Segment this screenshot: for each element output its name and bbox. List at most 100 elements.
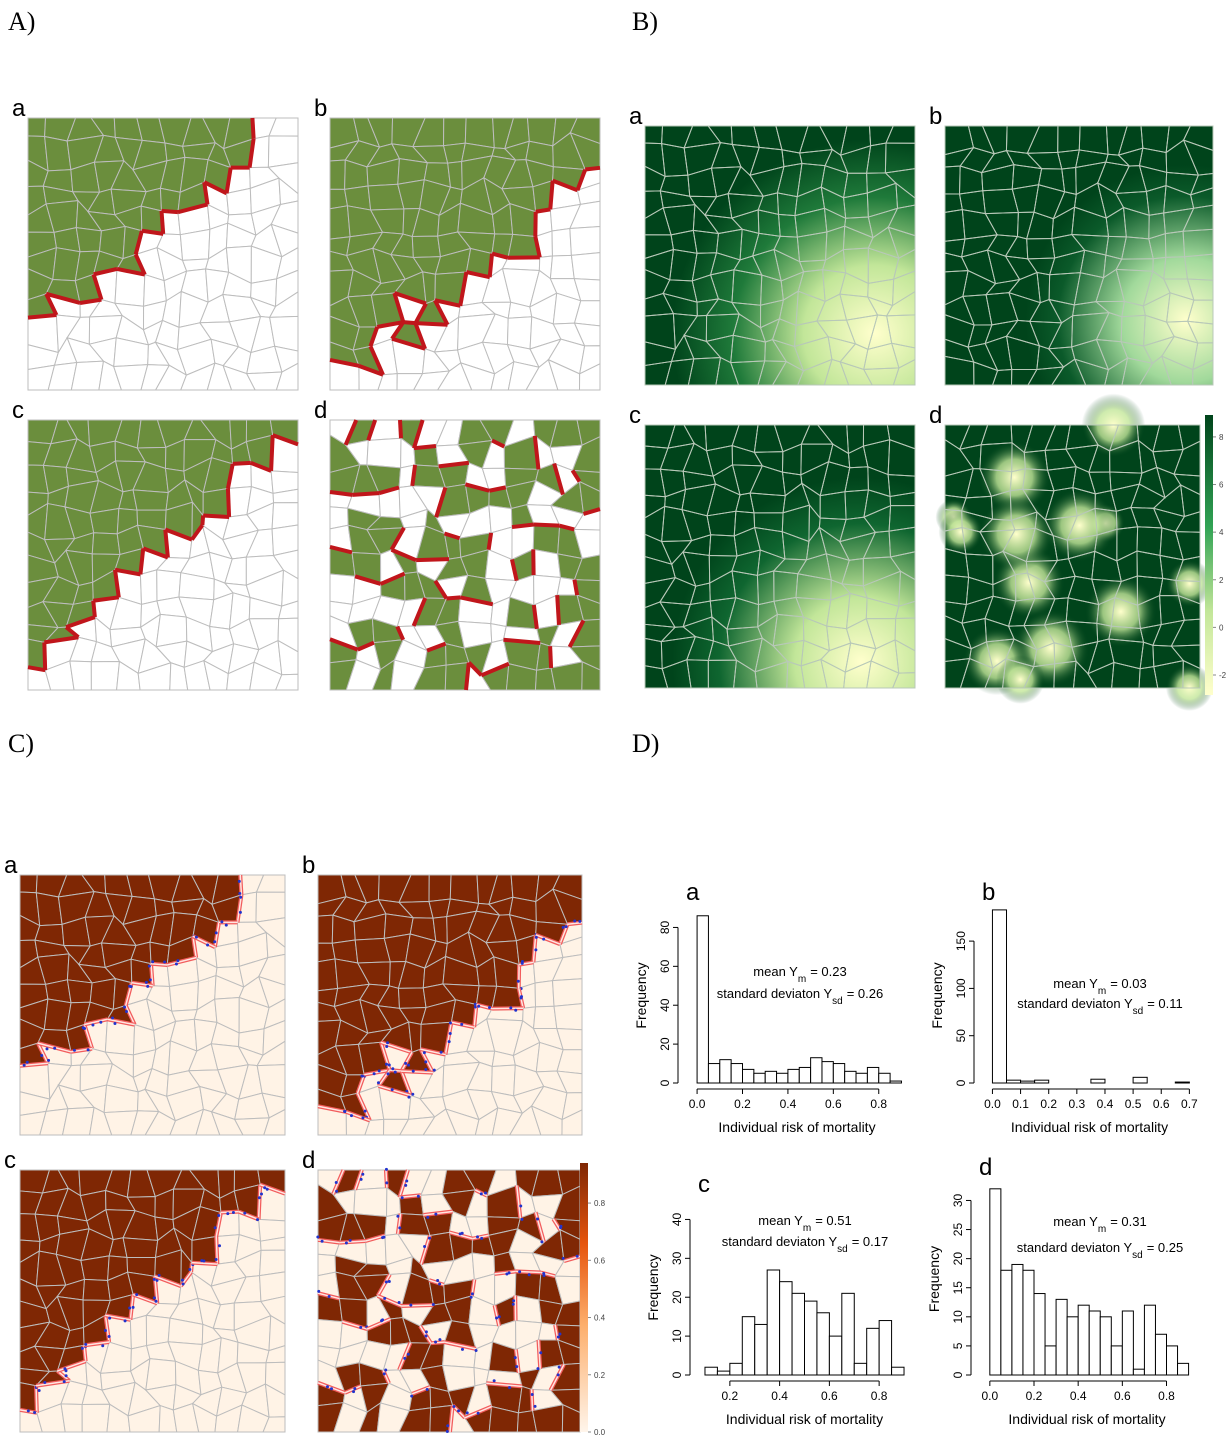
- individual: [573, 919, 576, 922]
- annotation-sub: m: [1098, 1224, 1106, 1235]
- individual: [557, 1373, 560, 1376]
- individual: [213, 940, 216, 943]
- map-label: b: [929, 103, 942, 130]
- bar: [1091, 1079, 1105, 1083]
- individual: [505, 1273, 508, 1276]
- host-margin: [534, 525, 560, 526]
- cell: [553, 979, 582, 1007]
- colorbar-tick-label: 6: [1219, 481, 1224, 490]
- landscape-map: a: [4, 852, 285, 1135]
- cell: [571, 253, 600, 280]
- panel-label: D): [632, 729, 659, 758]
- x-tick-label: 0.4: [771, 1389, 788, 1403]
- bar: [1175, 1082, 1189, 1083]
- bar: [1007, 1080, 1021, 1083]
- individual: [521, 960, 524, 963]
- individual: [360, 1075, 363, 1078]
- host-margin: [416, 559, 449, 560]
- y-tick-label: 150: [954, 931, 968, 951]
- y-tick-label: 0: [951, 1371, 965, 1378]
- individual: [226, 1212, 229, 1215]
- cell: [83, 1279, 110, 1300]
- individual: [536, 1367, 539, 1370]
- individual: [405, 1179, 408, 1182]
- individual: [391, 1067, 394, 1070]
- annotation-text: mean Y: [1053, 1214, 1098, 1229]
- annotation-sub: sd: [837, 1244, 848, 1255]
- individual: [565, 925, 568, 928]
- individual: [385, 1181, 388, 1184]
- cell: [170, 981, 199, 1011]
- bar: [743, 1069, 754, 1083]
- individual: [434, 1340, 437, 1343]
- cell: [533, 525, 559, 554]
- individual: [26, 1061, 29, 1064]
- bar: [892, 1367, 904, 1375]
- cell: [140, 570, 157, 605]
- individual: [359, 1326, 362, 1329]
- bar: [992, 910, 1006, 1083]
- individual: [498, 1315, 501, 1318]
- cell: [133, 490, 168, 510]
- bar: [845, 1071, 856, 1083]
- host-margin: [550, 646, 551, 668]
- pollen-field: [645, 126, 915, 385]
- map-label: a: [4, 852, 18, 879]
- individual: [135, 1293, 138, 1296]
- map-label: a: [629, 103, 643, 130]
- x-tick-label: 0.4: [780, 1097, 797, 1111]
- cell: [82, 1404, 110, 1432]
- individual: [260, 1193, 263, 1196]
- bar: [1021, 1081, 1035, 1083]
- host-margin: [252, 118, 253, 139]
- cell: [160, 188, 180, 212]
- landscape-map: b: [929, 103, 1213, 385]
- individual: [321, 1240, 324, 1243]
- individual: [263, 1186, 266, 1189]
- individual: [404, 1062, 407, 1065]
- individual: [540, 1240, 543, 1243]
- bar: [879, 1073, 890, 1083]
- annotation-text: mean Y: [1053, 976, 1098, 991]
- individual: [493, 1379, 496, 1382]
- individual: [113, 1022, 116, 1025]
- host-margin: [536, 209, 551, 211]
- host-margin: [202, 516, 203, 526]
- colorbar-tick-label: -2: [1219, 671, 1227, 680]
- individual: [531, 1393, 534, 1396]
- host-margin: [414, 446, 436, 448]
- cell: [444, 118, 467, 146]
- bar: [867, 1328, 879, 1375]
- bar: [1035, 1080, 1049, 1083]
- host-margin: [228, 488, 229, 516]
- individual: [99, 1021, 102, 1024]
- individual: [387, 1072, 390, 1075]
- annotation-text: standard deviaton Y: [722, 1234, 838, 1249]
- individual: [433, 1069, 436, 1072]
- bar: [777, 1073, 788, 1083]
- individual: [576, 1255, 579, 1258]
- individual: [215, 931, 218, 934]
- individual: [84, 1343, 87, 1346]
- y-tick-label: 80: [658, 920, 672, 934]
- bar: [817, 1313, 829, 1375]
- individual: [146, 985, 149, 988]
- cell: [533, 1006, 556, 1028]
- host-margin: [550, 181, 552, 210]
- bar: [708, 1064, 719, 1083]
- y-axis-title: Frequency: [926, 1246, 942, 1312]
- host-margin-core: [36, 1386, 37, 1413]
- annotation-sub: m: [803, 1223, 811, 1234]
- bar: [842, 1293, 854, 1375]
- individual: [155, 1300, 158, 1303]
- individual: [73, 1049, 76, 1052]
- bar: [730, 1363, 742, 1375]
- host-margin: [165, 530, 168, 558]
- host-margin: [412, 465, 415, 486]
- cell: [180, 229, 210, 260]
- landscape-map: b: [314, 95, 600, 390]
- bar: [792, 1293, 804, 1375]
- cell: [272, 503, 298, 529]
- individual: [436, 1279, 439, 1282]
- x-tick-label: 0.0: [689, 1097, 706, 1111]
